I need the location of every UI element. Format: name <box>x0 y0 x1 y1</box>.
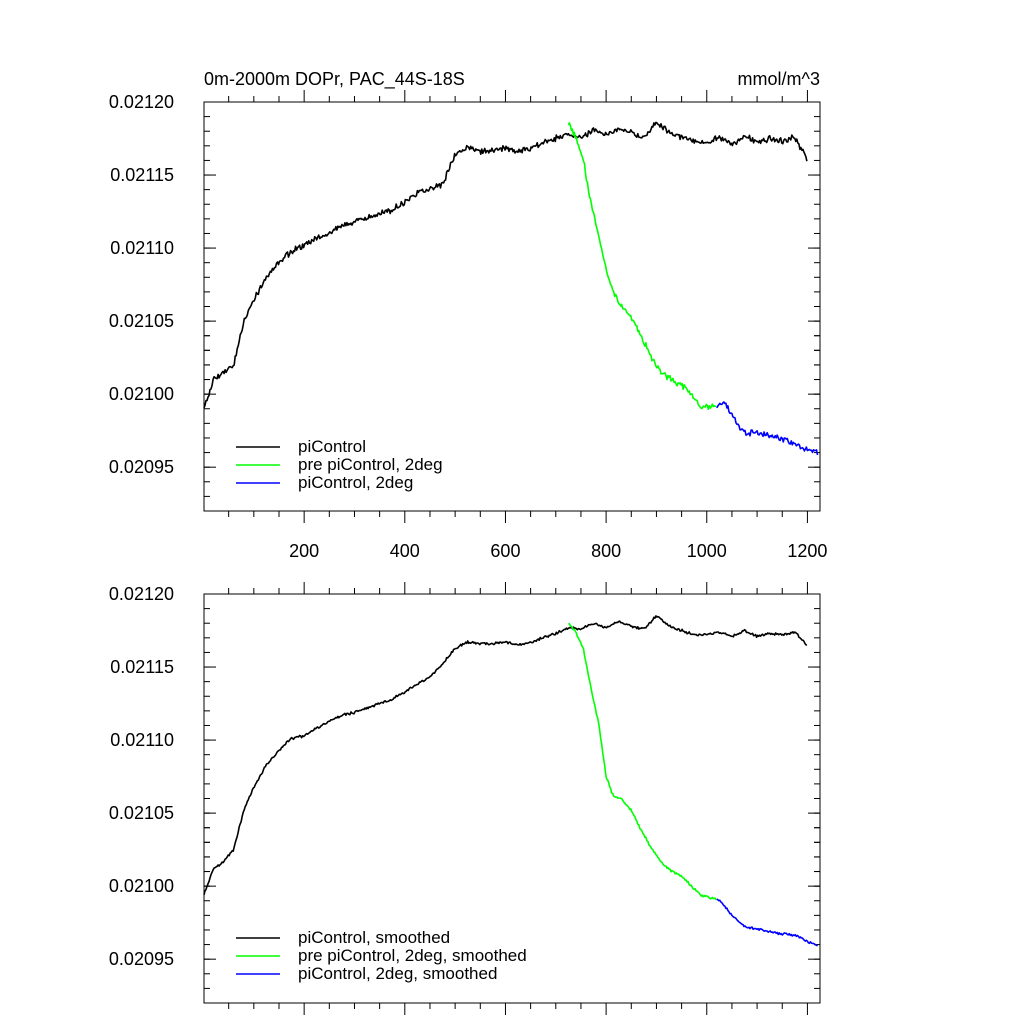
y-tick-label: 0.02100 <box>109 384 174 404</box>
x-tick-label: 1000 <box>687 541 727 561</box>
series-line <box>716 898 819 947</box>
y-tick-label: 0.02110 <box>110 730 174 750</box>
x-tick-label: 800 <box>591 541 621 561</box>
legend-label: pre piControl, 2deg, smoothed <box>298 946 527 965</box>
plot-frame-bottom <box>203 593 821 1004</box>
panel-bottom: 0.02095 0.02100 0.02105 0.02110 0.02115 0.021… <box>109 582 821 1015</box>
chart-title: 0m-2000m DOPr, PAC_44S-18S <box>204 69 465 90</box>
series-group-top <box>203 121 819 456</box>
y-tick-label: 0.02120 <box>109 92 174 112</box>
x-tick-label: 400 <box>390 541 420 561</box>
panel-top: 0m-2000m DOPr, PAC_44S-18S mmol/m^3 0.02… <box>109 69 828 561</box>
legend-label: piControl, smoothed <box>298 928 450 947</box>
y-tick-label: 0.02115 <box>110 165 174 185</box>
y-tick-label: 0.02100 <box>109 876 174 896</box>
legend-label: piControl, 2deg, smoothed <box>298 964 497 983</box>
x-tick-label: 200 <box>289 541 319 561</box>
series-line <box>568 623 718 901</box>
series-line <box>203 615 808 895</box>
series-line <box>716 401 819 456</box>
legend-label: piControl <box>298 437 366 456</box>
y-tick-label: 0.02115 <box>110 657 174 677</box>
y-tick-label: 0.02105 <box>109 803 174 823</box>
series-line <box>203 121 808 409</box>
y-tick-label: 0.02110 <box>110 238 174 258</box>
legend-label: pre piControl, 2deg <box>298 455 443 474</box>
axis-ticks-top: 0.02095 0.02100 0.02105 0.02110 0.02115 0.021… <box>109 90 827 561</box>
y-tick-label: 0.02095 <box>109 949 174 969</box>
y-tick-label: 0.02095 <box>109 457 174 477</box>
y-tick-label: 0.02120 <box>109 584 174 604</box>
axis-ticks-bottom: 0.02095 0.02100 0.02105 0.02110 0.02115 0.021… <box>109 582 820 1015</box>
legend-label: piControl, 2deg <box>298 473 413 492</box>
plot-frame-top <box>203 101 821 512</box>
series-group-bottom <box>203 615 819 947</box>
x-tick-label: 1200 <box>787 541 827 561</box>
y-tick-label: 0.02105 <box>109 311 174 331</box>
units-label: mmol/m^3 <box>738 69 820 89</box>
series-line <box>567 122 717 410</box>
x-tick-label: 600 <box>490 541 520 561</box>
